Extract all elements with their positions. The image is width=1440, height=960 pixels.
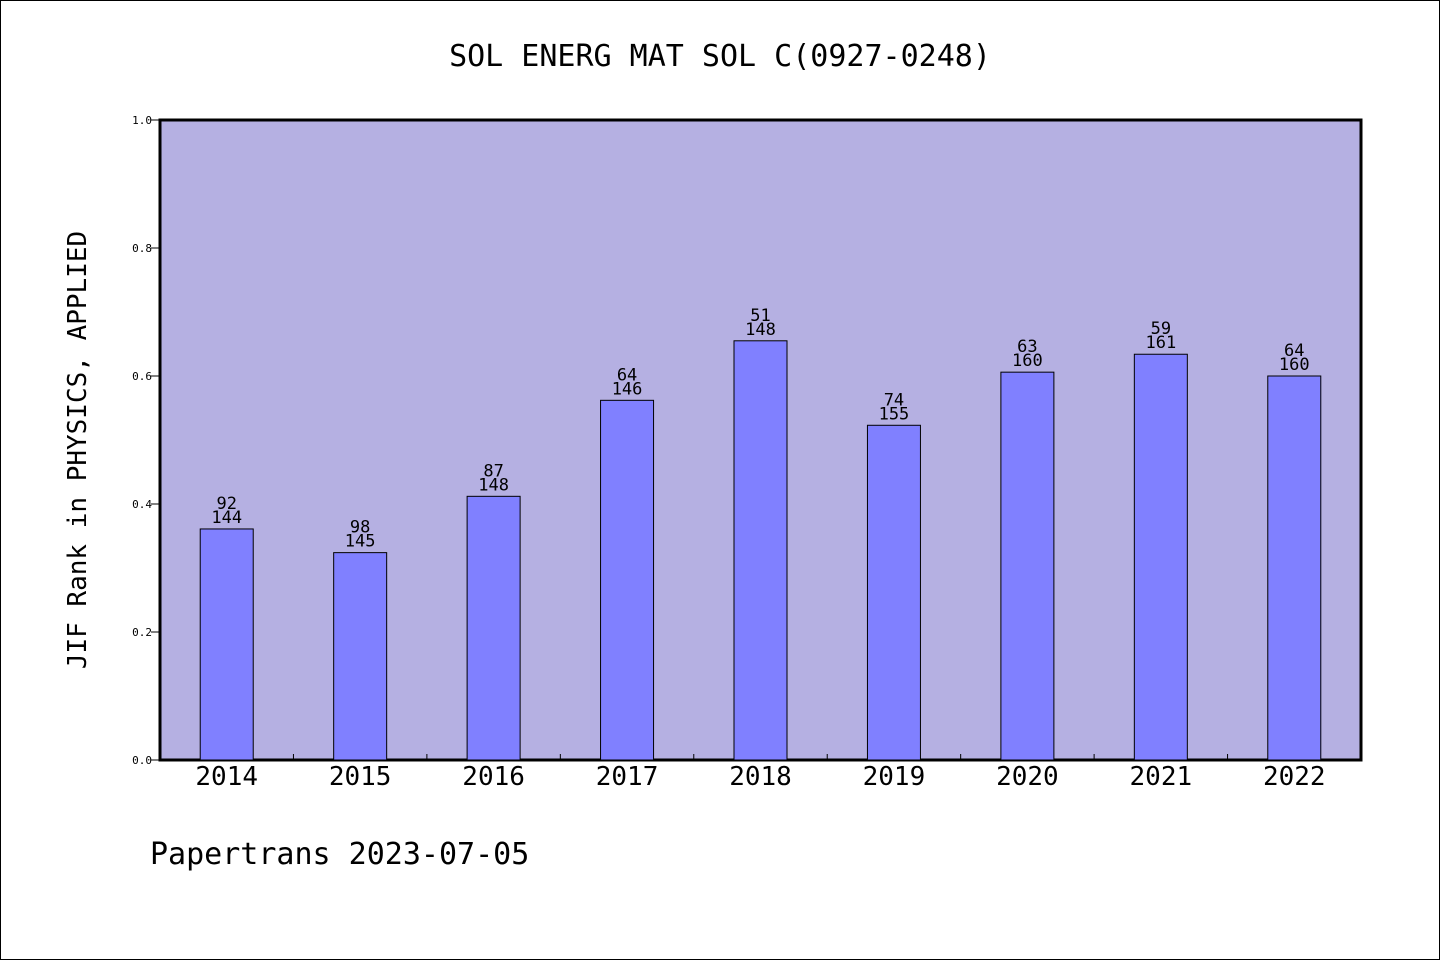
y-axis-ticks: 0.0 0.2 0.4 0.6 0.8 1.0	[132, 114, 160, 767]
bar-total-label: 160	[1012, 351, 1043, 371]
bar-total-label: 160	[1279, 355, 1310, 375]
bar-2019	[866, 424, 921, 761]
chart-title: SOL ENERG MAT SOL C(0927-0248)	[449, 39, 991, 74]
bar-2018	[733, 340, 788, 761]
bar-rank-label: 51	[750, 306, 770, 326]
x-tick-label: 2022	[1263, 762, 1326, 792]
bar-total-label: 148	[478, 475, 509, 495]
bar-total-label: 155	[879, 404, 910, 424]
x-tick-label: 2016	[462, 762, 525, 792]
bar-rank-label: 74	[884, 390, 904, 410]
bar-2021	[1133, 353, 1188, 761]
y-tick-label: 0.8	[132, 242, 152, 255]
bar-total-label: 148	[745, 320, 776, 340]
x-tick-label: 2015	[329, 762, 392, 792]
bar-2015	[333, 552, 388, 761]
x-tick-label: 2018	[729, 762, 792, 792]
y-axis-label: JIF Rank in PHYSICS, APPLIED	[63, 231, 93, 669]
bar-rank-label: 92	[216, 494, 236, 514]
y-tick-label: 1.0	[132, 114, 152, 127]
bar-rank-label: 87	[483, 461, 503, 481]
bar-total-label: 146	[612, 379, 643, 399]
bar-rank-label: 64	[617, 365, 637, 385]
y-tick-label: 0.4	[132, 498, 152, 511]
y-tick-label: 0.6	[132, 370, 152, 383]
bar-2014	[199, 528, 254, 761]
y-tick-label: 0.0	[132, 754, 152, 767]
bar-rank-label: 64	[1284, 341, 1304, 361]
x-axis-ticks: 2014 2015 2016 2017 2018 2019 2020 2021 2022	[195, 754, 1326, 792]
bar-2020	[1000, 371, 1055, 761]
bar-2016	[466, 495, 521, 761]
y-tick-label: 0.2	[132, 626, 152, 639]
bars-group	[199, 340, 1322, 761]
bar-total-label: 145	[345, 532, 376, 552]
footer-text: Papertrans 2023-07-05	[150, 837, 529, 872]
bar-total-label: 161	[1145, 333, 1176, 353]
bar-rank-label: 59	[1151, 319, 1171, 339]
x-tick-label: 2014	[195, 762, 258, 792]
x-tick-label: 2021	[1130, 762, 1193, 792]
x-tick-label: 2019	[863, 762, 926, 792]
bar-rank-label: 63	[1017, 337, 1037, 357]
x-tick-label: 2017	[596, 762, 659, 792]
bar-2017	[600, 399, 655, 761]
x-tick-label: 2020	[996, 762, 1059, 792]
bar-2022	[1267, 375, 1322, 761]
bar-rank-label: 98	[350, 518, 370, 538]
bar-total-label: 144	[211, 508, 242, 528]
